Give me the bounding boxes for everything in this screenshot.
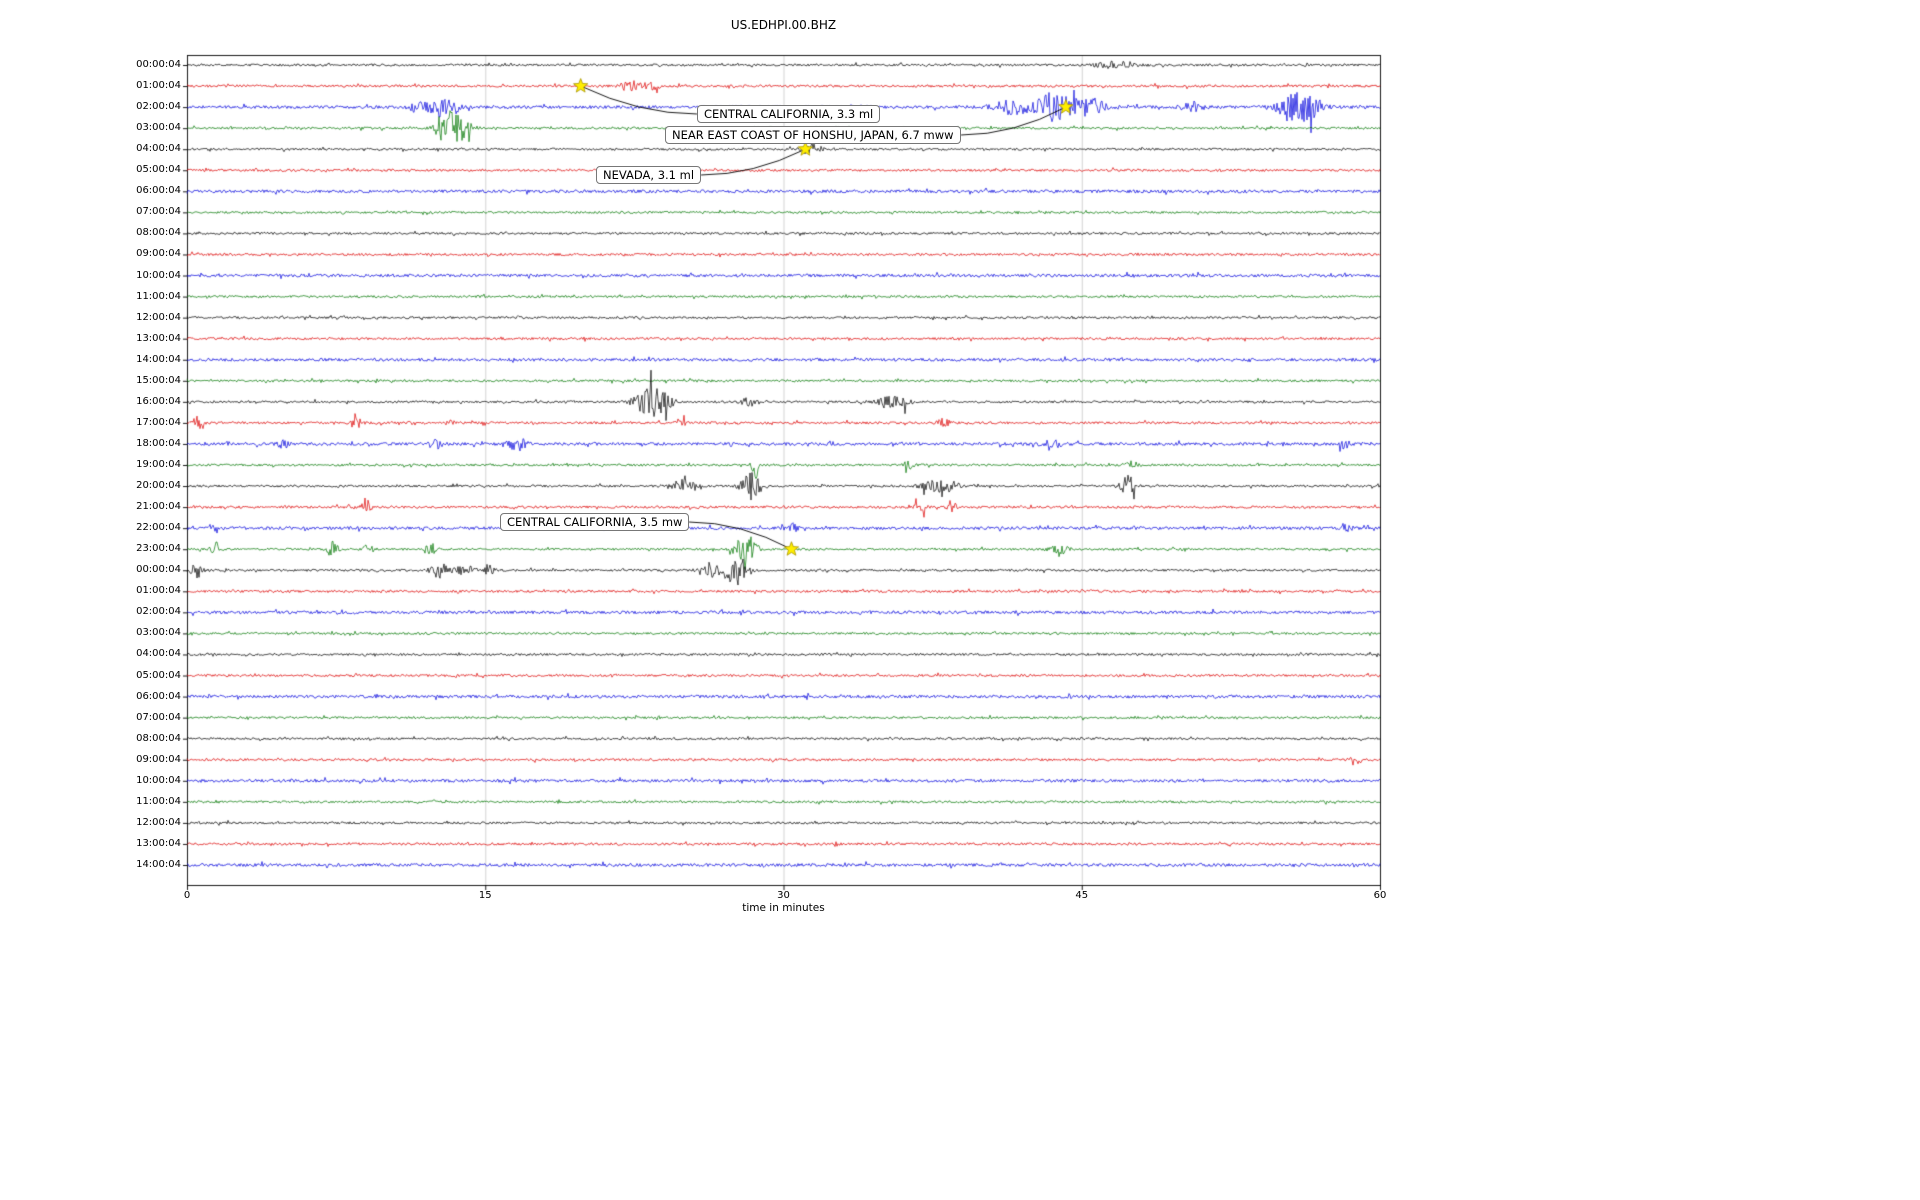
trace-row-label: 00:00:04: [136, 59, 181, 70]
event-label: CENTRAL CALIFORNIA, 3.3 ml: [697, 105, 881, 123]
x-tick-label: 0: [183, 890, 191, 901]
trace-row-label: 09:00:04: [136, 248, 181, 260]
trace-row-label: 12:00:04: [136, 816, 181, 828]
trace-row-label: 15:00:04: [136, 374, 181, 386]
trace-row-label: 13:00:04: [136, 332, 181, 344]
trace-row-label: 21:00:04: [136, 501, 181, 513]
trace-row-label: 20:00:04: [136, 480, 181, 492]
trace-row-label: 06:00:04: [136, 185, 181, 197]
trace-row-label: 07:00:04: [136, 206, 181, 218]
trace-row-label: 04:00:04: [136, 143, 181, 155]
trace-row-label: 17:00:04: [136, 416, 181, 428]
trace-row-label: 09:00:04: [136, 753, 181, 765]
trace-row-label: 11:00:04: [136, 290, 181, 302]
trace-row-label: 06:00:04: [136, 690, 181, 702]
trace-row-label: 10:00:04: [136, 269, 181, 281]
trace-row-label: 05:00:04: [136, 669, 181, 681]
trace-row-label: 03:00:04: [136, 627, 181, 639]
trace-row-label: 19:00:04: [136, 459, 181, 470]
trace-row-label: 14:00:04: [136, 353, 181, 365]
trace-row-label: 13:00:04: [136, 837, 181, 849]
event-label: CENTRAL CALIFORNIA, 3.5 mw: [500, 513, 690, 531]
event-label: NEAR EAST COAST OF HONSHU, JAPAN, 6.7 mw…: [665, 126, 961, 144]
event-label: NEVADA, 3.1 ml: [596, 166, 702, 184]
x-axis-label: time in minutes: [742, 902, 825, 914]
trace-row-label: 01:00:04: [136, 80, 181, 92]
x-tick-label: 60: [1373, 890, 1387, 901]
trace-row-label: 02:00:04: [136, 606, 181, 618]
trace-row-label: 01:00:04: [136, 585, 181, 597]
x-tick-label: 45: [1075, 890, 1089, 901]
trace-row-label: 03:00:04: [136, 122, 181, 134]
trace-row-label: 05:00:04: [136, 164, 181, 176]
trace-row-label: 08:00:04: [136, 227, 181, 239]
trace-row-label: 14:00:04: [136, 859, 181, 870]
trace-row-label: 12:00:04: [136, 311, 181, 323]
x-tick-label: 30: [777, 890, 790, 901]
trace-row-label: 04:00:04: [136, 648, 181, 660]
chart-title: US.EDHPI.00.BHZ: [730, 18, 837, 32]
trace-row-label: 08:00:04: [136, 732, 181, 744]
trace-row-label: 00:00:04: [136, 564, 181, 576]
trace-row-label: 10:00:04: [136, 774, 181, 786]
x-tick-label: 15: [478, 890, 492, 901]
trace-row-label: 22:00:04: [136, 522, 181, 534]
trace-row-label: 16:00:04: [136, 395, 181, 407]
trace-row-label: 02:00:04: [136, 101, 181, 113]
trace-row-label: 18:00:04: [136, 437, 181, 449]
trace-row-label: 23:00:04: [136, 543, 181, 555]
trace-row-label: 07:00:04: [136, 711, 181, 723]
trace-row-label: 11:00:04: [136, 795, 181, 807]
